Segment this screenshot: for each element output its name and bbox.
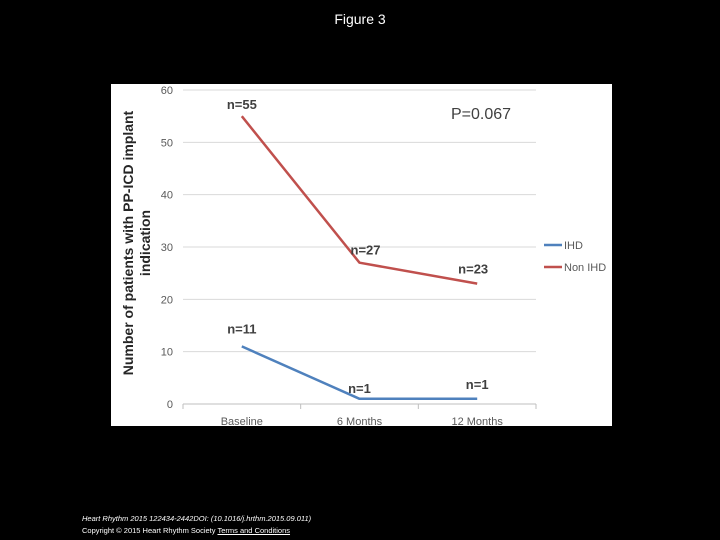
y-tick-label: 50 [161, 137, 173, 149]
x-tick-label: 12 Months [451, 416, 503, 426]
legend-label: Non IHD [564, 262, 606, 274]
legend: IHD Non IHD [544, 240, 606, 274]
x-tick-label: Baseline [221, 416, 263, 426]
y-tick-label: 30 [161, 242, 173, 254]
series-line-non-ihd [240, 115, 478, 285]
data-label: n=11 [227, 321, 256, 336]
x-tick-label: 6 Months [337, 416, 383, 426]
y-tick-label: 20 [161, 294, 173, 306]
data-label: n=23 [458, 262, 488, 277]
legend-label: IHD [564, 240, 583, 252]
y-tick-labels: 0 10 20 30 40 50 60 [161, 85, 173, 411]
data-labels: n=11 n=1 n=1 n=55 n=27 n=23 [227, 97, 489, 396]
p-value-annotation: P=0.067 [451, 106, 511, 123]
footer-copyright: Copyright © 2015 Heart Rhythm Society [82, 526, 216, 535]
series-line-ihd [241, 345, 478, 401]
footer-citation: Heart Rhythm 2015 122434-2442DOI: (10.10… [82, 514, 311, 523]
data-label: n=1 [466, 377, 489, 392]
slide-title: Figure 3 [334, 11, 386, 27]
series-lines [240, 115, 478, 401]
y-tick-label: 0 [167, 399, 173, 411]
chart-panel: 0 10 20 30 40 50 60 Baseline 6 Months 12 Months … [111, 84, 612, 426]
y-tick-label: 10 [161, 347, 173, 359]
y-tick-label: 60 [161, 85, 173, 97]
gridlines [182, 89, 537, 409]
terms-link[interactable]: Terms and Conditions [217, 526, 291, 535]
data-label: n=55 [227, 97, 257, 112]
data-label: n=27 [351, 243, 381, 258]
footer-journal: Heart Rhythm 2015 122434-2442DOI: (10.10… [82, 514, 312, 523]
y-axis-label: Number of patients with PP-ICD implantin… [120, 110, 153, 375]
x-tick-labels: Baseline 6 Months 12 Months [221, 416, 504, 426]
data-label: n=1 [348, 381, 371, 396]
footer-copyright-line: Copyright © 2015 Heart Rhythm Society Te… [82, 526, 290, 535]
y-tick-label: 40 [161, 190, 173, 202]
